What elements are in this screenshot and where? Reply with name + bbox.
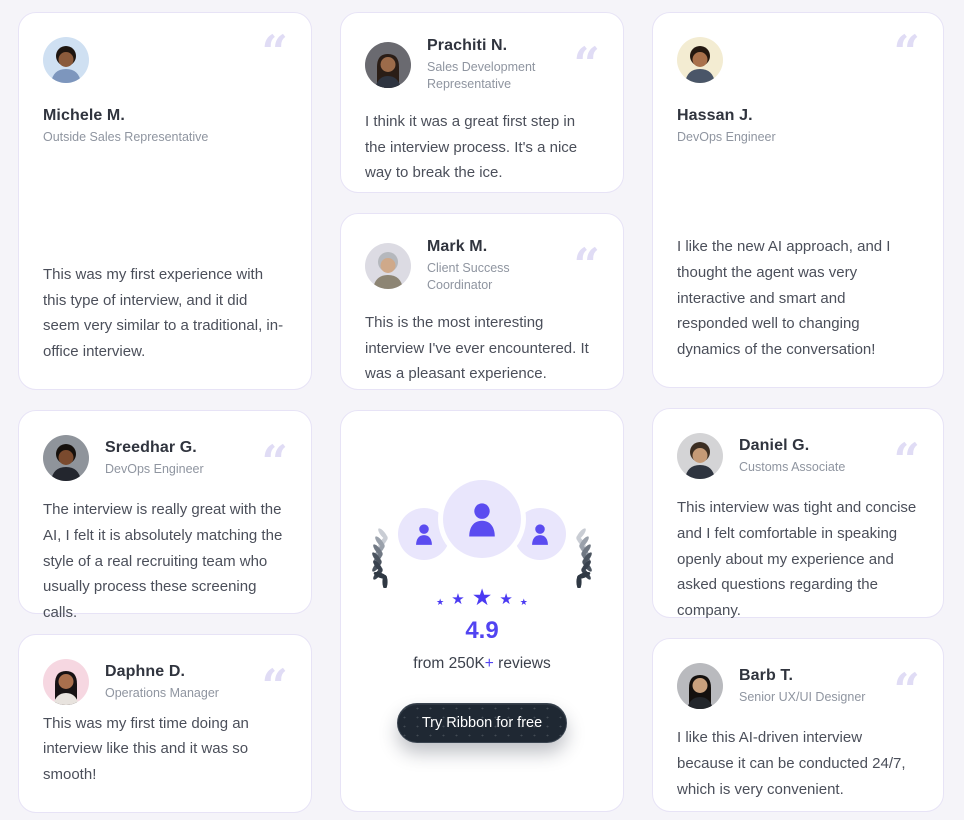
review-text: This was my first time doing an intervie… bbox=[43, 714, 249, 784]
avatar bbox=[677, 433, 723, 479]
reviewer-title: Outside Sales Representative bbox=[43, 130, 209, 144]
reviewer-title: Senior UX/UI Designer bbox=[739, 689, 866, 704]
reviewer-title: Sales Development Representative bbox=[427, 60, 536, 91]
testimonial-grid: “ Michele M. Outside Sales Representativ… bbox=[18, 12, 946, 813]
card-header: Daphne D. Operations Manager bbox=[43, 659, 287, 705]
reviewer-identity: Barb T. Senior UX/UI Designer bbox=[739, 667, 911, 706]
quote-icon: “ bbox=[573, 238, 601, 292]
quote-icon: “ bbox=[893, 663, 921, 717]
avatar-illustration bbox=[365, 41, 411, 88]
quote-icon: “ bbox=[261, 659, 289, 713]
reviews-count: from 250K+ reviews bbox=[413, 655, 550, 673]
avatar-illustration bbox=[677, 37, 723, 83]
column-1: “ Michele M. Outside Sales Representativ… bbox=[18, 12, 312, 813]
reviews-count-text: from 250K bbox=[413, 654, 485, 672]
person-icon bbox=[532, 523, 548, 545]
review-text: This interview was tight and concise and… bbox=[677, 499, 917, 620]
reviews-suffix: reviews bbox=[493, 654, 551, 672]
review-text: I like the new AI approach, and I though… bbox=[677, 238, 891, 359]
review-text: I like this AI-driven interview because … bbox=[677, 729, 906, 798]
reviewer-identity: Mark M. Client Success Coordinator bbox=[427, 238, 599, 294]
star-icon: ★ bbox=[451, 590, 465, 608]
reviewer-title: Customs Associate bbox=[739, 459, 846, 474]
reviewer-identity: Daphne D. Operations Manager bbox=[105, 663, 265, 702]
laurel-right-icon bbox=[576, 527, 592, 588]
rating-score: 4.9 bbox=[465, 616, 499, 644]
user-circle-left bbox=[398, 507, 450, 560]
reviewer-name: Mark M. bbox=[427, 238, 488, 255]
column-3: “ Hassan J. DevOps Engineer I like the n… bbox=[652, 12, 944, 813]
avatar-illustration bbox=[43, 659, 89, 705]
avatar bbox=[43, 37, 89, 83]
quote-icon: “ bbox=[573, 37, 601, 91]
quote-icon: “ bbox=[893, 433, 921, 487]
testimonial-card-prachiti: “ Prachiti N. Sales Development Represen… bbox=[340, 12, 624, 193]
avatar bbox=[365, 242, 411, 289]
reviewer-name: Hassan J. bbox=[677, 107, 753, 124]
person-icon bbox=[469, 502, 495, 536]
rating-emblem bbox=[364, 479, 600, 588]
avatar-illustration bbox=[43, 37, 89, 83]
reviewer-identity: Sreedhar G. DevOps Engineer bbox=[105, 439, 250, 478]
card-header: Barb T. Senior UX/UI Designer bbox=[677, 663, 919, 709]
reviewer-name: Daniel G. bbox=[739, 436, 810, 454]
reviewer-name: Barb T. bbox=[739, 666, 794, 684]
reviewer-name: Prachiti N. bbox=[427, 37, 508, 54]
star-icon: ★ bbox=[519, 596, 528, 607]
reviewer-name: Daphne D. bbox=[105, 662, 186, 680]
card-header: Mark M. Client Success Coordinator bbox=[365, 238, 599, 294]
reviewer-identity: Prachiti N. Sales Development Representa… bbox=[427, 37, 598, 93]
avatar-illustration bbox=[43, 435, 89, 481]
star-icon: ★ bbox=[471, 583, 493, 610]
avatar bbox=[43, 435, 89, 481]
avatar bbox=[43, 659, 89, 705]
review-text: This was my first experience with this t… bbox=[43, 265, 284, 361]
quote-icon: “ bbox=[261, 435, 289, 489]
reviewer-title: DevOps Engineer bbox=[105, 461, 204, 476]
testimonial-card-daphne: “ Daphne D. Operations Manager This was … bbox=[18, 634, 312, 813]
quote-icon: “ bbox=[261, 25, 289, 79]
user-circle-right bbox=[514, 507, 566, 560]
review-text: The interview is really great with the A… bbox=[43, 501, 283, 622]
avatar-illustration bbox=[365, 242, 411, 289]
avatar bbox=[677, 37, 723, 83]
review-text: I think it was a great first step in the… bbox=[365, 112, 578, 182]
testimonial-card-sreedhar: “ Sreedhar G. DevOps Engineer The interv… bbox=[18, 410, 312, 621]
review-text: This is the most interesting interview I… bbox=[365, 313, 589, 383]
testimonial-card-daniel: “ Daniel G. Customs Associate This inter… bbox=[652, 408, 944, 619]
card-header: Daniel G. Customs Associate bbox=[677, 433, 919, 479]
quote-icon: “ bbox=[893, 25, 921, 79]
avatar bbox=[365, 41, 411, 88]
reviewer-title: Client Success Coordinator bbox=[427, 261, 510, 292]
avatar-illustration bbox=[677, 663, 723, 709]
try-ribbon-button[interactable]: Try Ribbon for free bbox=[396, 702, 568, 743]
reviewer-title: Operations Manager bbox=[105, 685, 219, 700]
testimonial-card-hassan: “ Hassan J. DevOps Engineer I like the n… bbox=[652, 12, 944, 388]
reviewer-name: Michele M. bbox=[43, 107, 125, 124]
avatar bbox=[677, 663, 723, 709]
star-icon: ★ bbox=[436, 596, 445, 607]
testimonial-card-mark: “ Mark M. Client Success Coordinator Thi… bbox=[340, 213, 624, 390]
testimonial-card-michele: “ Michele M. Outside Sales Representativ… bbox=[18, 12, 312, 390]
laurel-left-icon bbox=[372, 527, 388, 588]
avatar-illustration bbox=[677, 433, 723, 479]
column-2: “ Prachiti N. Sales Development Represen… bbox=[340, 12, 624, 813]
testimonial-card-barb: “ Barb T. Senior UX/UI Designer I like t… bbox=[652, 638, 944, 812]
reviewer-name: Sreedhar G. bbox=[105, 438, 197, 456]
star-rating: ★ ★ ★ ★ ★ bbox=[436, 583, 528, 610]
reviews-plus: + bbox=[484, 654, 494, 672]
reviewer-title: DevOps Engineer bbox=[677, 130, 776, 144]
rating-card: ★ ★ ★ ★ ★ 4.9 from 250K+ reviews Try Rib… bbox=[340, 410, 624, 812]
card-header: Prachiti N. Sales Development Representa… bbox=[365, 37, 599, 93]
card-header: Sreedhar G. DevOps Engineer bbox=[43, 435, 287, 481]
reviewer-identity: Daniel G. Customs Associate bbox=[739, 437, 891, 476]
user-circle-center bbox=[443, 479, 521, 558]
person-icon bbox=[416, 523, 432, 545]
star-icon: ★ bbox=[499, 590, 513, 608]
